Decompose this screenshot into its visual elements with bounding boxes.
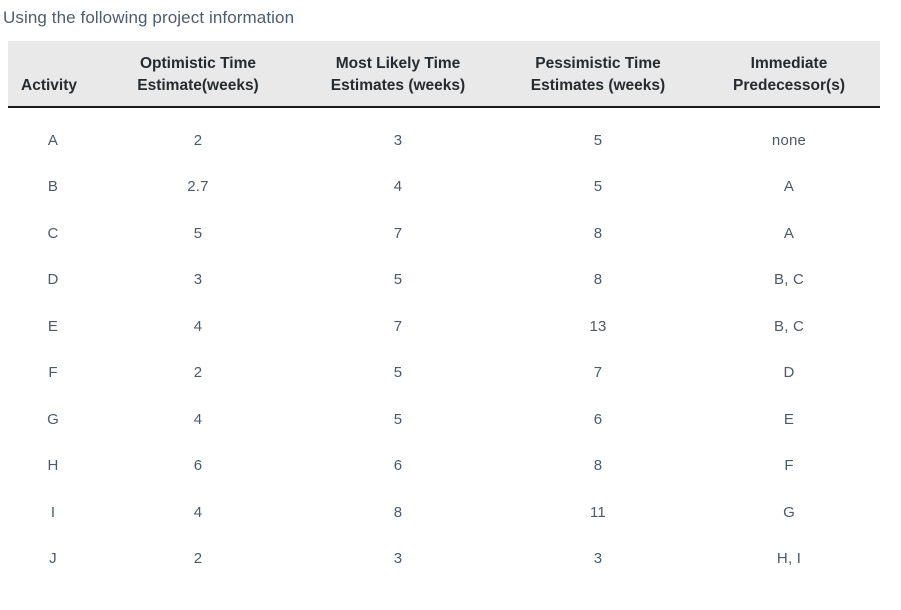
pessimistic-cell: 13	[589, 317, 607, 335]
most-likely-cell: 3	[393, 131, 403, 149]
predecessors-cell: E	[783, 410, 795, 428]
activity-cell: C	[47, 224, 59, 242]
optimistic-cell: 4	[193, 410, 203, 428]
activity-cell: B	[47, 178, 59, 196]
optimistic-cell: 6	[193, 457, 203, 475]
activity-cell: D	[47, 271, 59, 289]
project-table: Activity Optimistic Time Estimate(weeks)…	[8, 41, 880, 582]
optimistic-cell: 4	[193, 317, 203, 335]
table-row: C 5 7 8 A	[8, 210, 880, 257]
table-row: G 4 5 6 E	[8, 396, 880, 443]
activity-cell: F	[48, 364, 58, 382]
table-row: F 2 5 7 D	[8, 350, 880, 397]
optimistic-cell: 2	[193, 364, 203, 382]
optimistic-cell: 2	[193, 550, 203, 568]
table-body: A 2 3 5 none B 2.7 4 5 A C 5 7 8 A D	[8, 108, 880, 582]
predecessors-cell: B, C	[774, 271, 804, 289]
predecessors-cell: G	[783, 503, 795, 521]
header-cell-pessimistic: Pessimistic Time Estimates (weeks)	[530, 55, 666, 94]
header-cell-optimistic: Optimistic Time Estimate(weeks)	[137, 55, 259, 94]
predecessors-cell: F	[784, 457, 794, 475]
optimistic-cell: 5	[193, 224, 203, 242]
predecessors-cell: A	[783, 224, 795, 242]
pessimistic-cell: 8	[593, 457, 603, 475]
most-likely-cell: 5	[393, 410, 403, 428]
most-likely-cell: 4	[393, 178, 403, 196]
pessimistic-cell: 8	[593, 224, 603, 242]
optimistic-cell: 2.7	[187, 178, 209, 196]
most-likely-cell: 6	[393, 457, 403, 475]
most-likely-cell: 5	[393, 271, 403, 289]
pessimistic-cell: 3	[593, 550, 603, 568]
table-row: J 2 3 3 H, I	[8, 536, 880, 583]
pessimistic-cell: 6	[593, 410, 603, 428]
table-row: D 3 5 8 B, C	[8, 257, 880, 304]
pessimistic-cell: 11	[590, 503, 606, 521]
predecessors-cell: none	[771, 131, 807, 149]
optimistic-cell: 2	[193, 131, 203, 149]
table-header-row: Activity Optimistic Time Estimate(weeks)…	[8, 41, 880, 108]
most-likely-cell: 5	[393, 364, 403, 382]
table-row: H 6 6 8 F	[8, 443, 880, 490]
page-title: Using the following project information	[3, 8, 295, 27]
header-cell-predecessors: Immediate Predecessor(s)	[732, 55, 845, 94]
table-row: I 4 8 11 G	[8, 489, 880, 536]
optimistic-cell: 3	[193, 271, 203, 289]
optimistic-cell: 4	[193, 503, 203, 521]
activity-cell: A	[47, 131, 59, 149]
predecessors-cell: H, I	[776, 550, 802, 568]
pessimistic-cell: 8	[593, 271, 603, 289]
most-likely-cell: 8	[393, 503, 403, 521]
header-cell-activity: Activity	[21, 77, 77, 94]
activity-cell: I	[50, 503, 56, 521]
pessimistic-cell: 7	[593, 364, 603, 382]
predecessors-cell: B, C	[774, 317, 804, 335]
activity-cell: J	[49, 550, 57, 568]
most-likely-cell: 7	[393, 224, 403, 242]
most-likely-cell: 3	[393, 550, 403, 568]
pessimistic-cell: 5	[593, 131, 603, 149]
table-row: B 2.7 4 5 A	[8, 164, 880, 211]
predecessors-cell: D	[783, 364, 795, 382]
table-row: E 4 7 13 B, C	[8, 303, 880, 350]
predecessors-cell: A	[783, 178, 795, 196]
activity-cell: E	[47, 317, 59, 335]
activity-cell: G	[47, 410, 59, 428]
table-row: A 2 3 5 none	[8, 117, 880, 164]
pessimistic-cell: 5	[593, 178, 603, 196]
activity-cell: H	[47, 457, 59, 475]
most-likely-cell: 7	[393, 317, 403, 335]
header-cell-most-likely: Most Likely Time Estimates (weeks)	[330, 55, 466, 94]
